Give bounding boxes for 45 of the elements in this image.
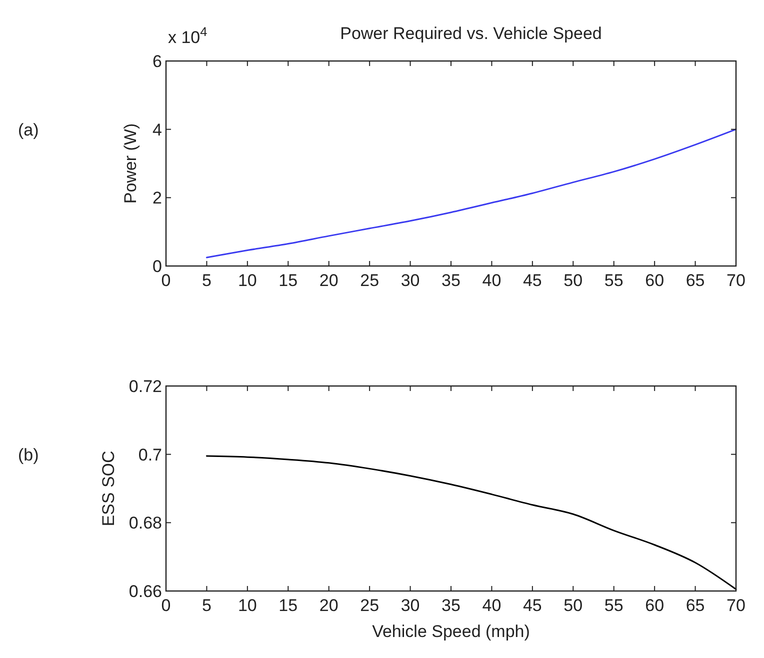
x-tick-label: 25 — [360, 596, 380, 615]
x-tick-label: 55 — [604, 596, 624, 615]
y-tick-label: 0.66 — [128, 582, 162, 601]
x-tick-label: 25 — [360, 271, 380, 290]
x-tick-label: 40 — [482, 596, 502, 615]
x-tick-label: 35 — [442, 596, 460, 615]
y-tick-label: 6 — [152, 52, 162, 71]
x-tick-label: 65 — [686, 596, 705, 615]
x-tick-label: 20 — [319, 596, 338, 615]
x-tick-label: 50 — [564, 271, 583, 290]
x-tick-label: 10 — [238, 271, 257, 290]
y-tick-label: 0 — [152, 257, 162, 276]
x-tick-label: 60 — [645, 271, 664, 290]
x-tick-label: 70 — [726, 596, 746, 615]
y-tick-label: 4 — [152, 120, 162, 140]
text: x 10$^{4}$ — [168, 24, 208, 47]
y-tick-label: 0.68 — [128, 514, 162, 533]
x-tick-label: 65 — [686, 271, 705, 290]
x-tick-label: 30 — [400, 271, 420, 290]
y-tick-label: 0.7 — [138, 445, 162, 464]
x-tick-label: 55 — [604, 271, 624, 290]
text: (a) — [18, 120, 39, 140]
x-tick-label: 5 — [202, 596, 212, 615]
y-tick-label: 2 — [152, 188, 162, 208]
x-tick-label: 5 — [202, 271, 212, 290]
x-tick-label: 45 — [522, 271, 542, 290]
y-axis-title: Power (W) — [121, 123, 140, 204]
x-axis-title: Vehicle Speed (mph) — [372, 622, 530, 641]
x-tick-label: 30 — [400, 596, 420, 615]
x-tick-label: 50 — [564, 596, 583, 615]
x-tick-label: 70 — [726, 271, 746, 290]
y-axis-title: ESS SOC — [99, 450, 118, 526]
x-tick-label: 45 — [522, 596, 542, 615]
line-series — [206, 128, 737, 258]
x-tick-label: 10 — [238, 596, 257, 615]
x-tick-label: 15 — [278, 271, 298, 290]
y-tick-label: 0.72 — [128, 377, 162, 396]
x-tick-label: 20 — [319, 271, 338, 290]
chart-title: Power Required vs. Vehicle Speed — [340, 24, 602, 43]
x-tick-label: 40 — [482, 271, 502, 290]
x-tick-label: 15 — [278, 596, 298, 615]
line-series — [206, 455, 737, 590]
x-tick-label: 35 — [442, 271, 460, 290]
x-tick-label: 60 — [645, 596, 664, 615]
text: (b) — [18, 446, 39, 464]
